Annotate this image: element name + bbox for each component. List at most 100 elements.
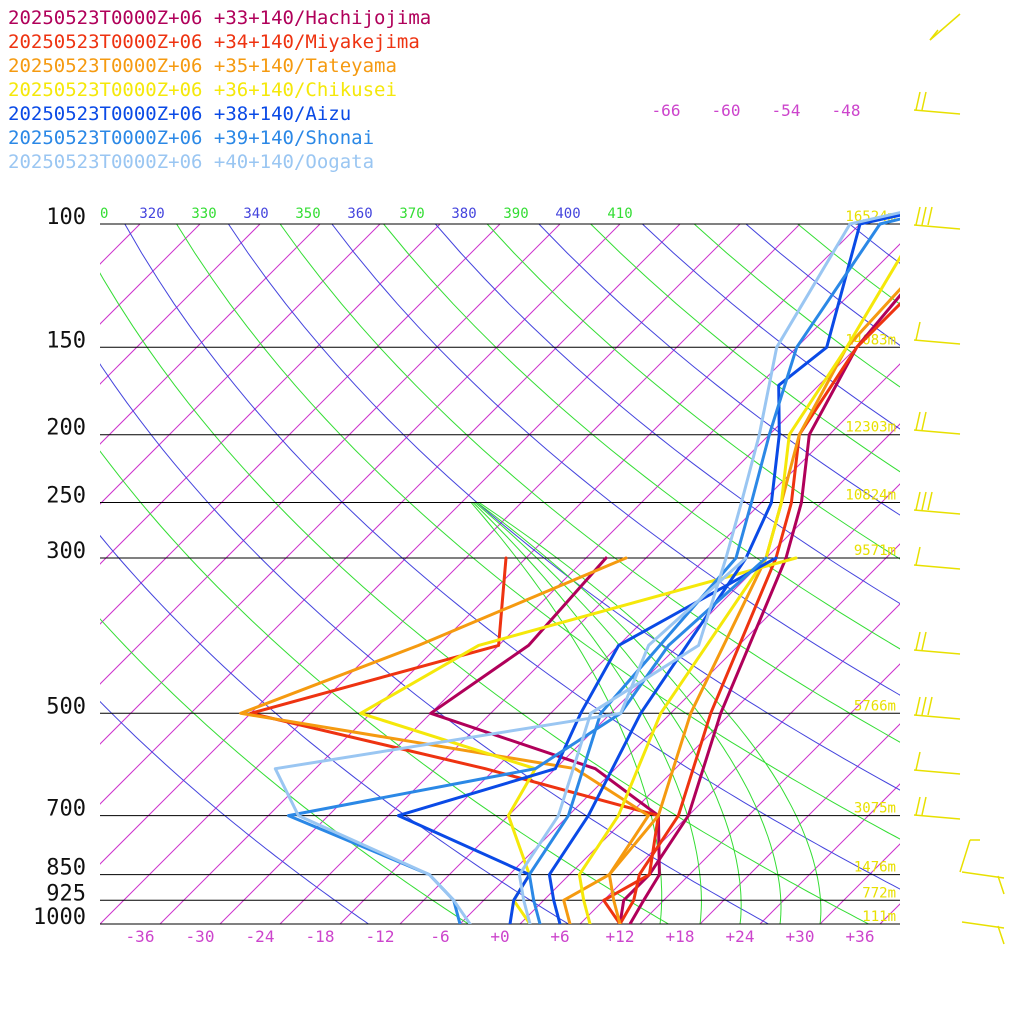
temperature-tick-label: -36 [126,927,155,946]
pressure-label: 500 [46,694,86,719]
isotherm-line [399,423,900,924]
wind-barb-flag [915,751,921,771]
isotherm-line [100,224,321,445]
temperature-profile-line [517,211,900,924]
wind-barb-flag [921,491,927,511]
wind-barb [961,871,1005,895]
pressure-label: 700 [46,797,86,822]
wind-barb [959,839,980,873]
temperature-profile-line [577,254,900,924]
wind-barb-flag [929,29,939,41]
temperature-tick-label: +6 [550,927,569,946]
wind-barb-flag [921,91,927,111]
pressure-label: 850 [46,856,86,881]
wind-barb [913,796,961,820]
wind-barb-flag [915,411,921,431]
theta-label: 370 [399,206,424,222]
moist-adiabat-line [476,502,782,924]
height-label: 111m [862,909,896,925]
wind-barb-flag [997,875,1005,895]
wind-barbs [913,13,1005,945]
pressure-label: 300 [46,539,86,564]
pressure-label: 250 [46,484,86,509]
wind-barb-flag [927,206,933,226]
isotherm-line [100,224,441,565]
dry-adiabat-line [100,450,669,924]
temperature-tick-label: +30 [786,927,815,946]
wind-barb-staff [913,109,961,115]
wind-barb-staff [913,769,961,775]
pressure-label: 200 [46,416,86,441]
wind-barb-flag [915,91,921,111]
temperature-tick-label: -6 [430,927,449,946]
height-label: 10824m [845,488,896,504]
isotherm-line [159,224,861,924]
isotherm-line [0,224,20,924]
wind-barb-staff [913,429,961,435]
moist-adiabat-line [474,502,742,924]
dewpoint-profile-line [239,556,650,924]
wind-barb [913,631,961,655]
wind-barb-flag [997,925,1005,945]
wind-barb-flag [921,411,927,431]
wind-barb [913,751,961,775]
wind-barb-staff [929,13,961,41]
theta-label: 390 [503,206,528,222]
moist-adiabat-line [470,502,663,924]
wind-barb-flag [915,321,921,341]
theta-label: 410 [607,206,632,222]
wind-barb-staff [913,509,961,515]
wind-barb-flag [921,696,927,716]
wind-barb [913,696,961,720]
isotherm-line [759,783,900,924]
temperature-tick-label: +18 [666,927,695,946]
theta-label: 0 [100,206,108,222]
isotherm-line [100,224,621,745]
theta-label: 320 [139,206,164,222]
wind-barb-flag [915,491,921,511]
wind-barb [961,921,1005,945]
isotherm-line [219,243,900,924]
theta-label: 400 [555,206,580,222]
isotherm-line [100,224,801,924]
height-label: 772m [862,885,896,901]
upper-temperature-label: -66 [652,101,681,120]
legend: 20250523T0000Z+06 +33+140/Hachijojima202… [8,7,431,173]
wind-barb-flag [915,546,921,566]
temperature-profile-line [527,217,900,924]
isotherm-line [100,224,681,805]
dewpoint-profile-line [396,556,778,924]
dry-adiabat-line [227,224,900,791]
temperature-tick-label: -18 [306,927,335,946]
temperature-profile-line [618,301,900,924]
legend-entry: 20250523T0000Z+06 +40+140/Oogata [8,151,374,173]
temperature-tick-label: +12 [606,927,635,946]
wind-barb [929,13,961,41]
legend-entry: 20250523T0000Z+06 +36+140/Chikusei [8,79,397,101]
isotherm-line [459,483,900,924]
theta-label: 360 [347,206,372,222]
isotherm-line [100,224,201,325]
legend-entry: 20250523T0000Z+06 +34+140/Miyakejima [8,31,420,53]
isotherm-line [100,224,261,385]
wind-barb-flag [915,631,921,651]
height-label: 5766m [854,698,896,714]
pressure-label: 925 [46,881,86,906]
dry-adiabat-line [901,224,1024,924]
theta-label: 330 [191,206,216,222]
wind-barb-flag [927,696,933,716]
wind-barb-flag [921,796,927,816]
temperature-tick-label: -24 [246,927,275,946]
wind-barb [913,546,961,570]
temperature-profile-line [547,213,900,924]
pressure-label: 100 [46,205,86,230]
upper-temperature-label: -48 [832,101,861,120]
temperature-profile-line [607,287,900,924]
theta-label: 380 [451,206,476,222]
isotherm-line [100,224,381,505]
isotherm-line [100,224,741,865]
wind-barb-flag [915,206,921,226]
legend-entry: 20250523T0000Z+06 +35+140/Tateyama [8,55,397,77]
legend-entry: 20250523T0000Z+06 +39+140/Shonai [8,127,374,149]
